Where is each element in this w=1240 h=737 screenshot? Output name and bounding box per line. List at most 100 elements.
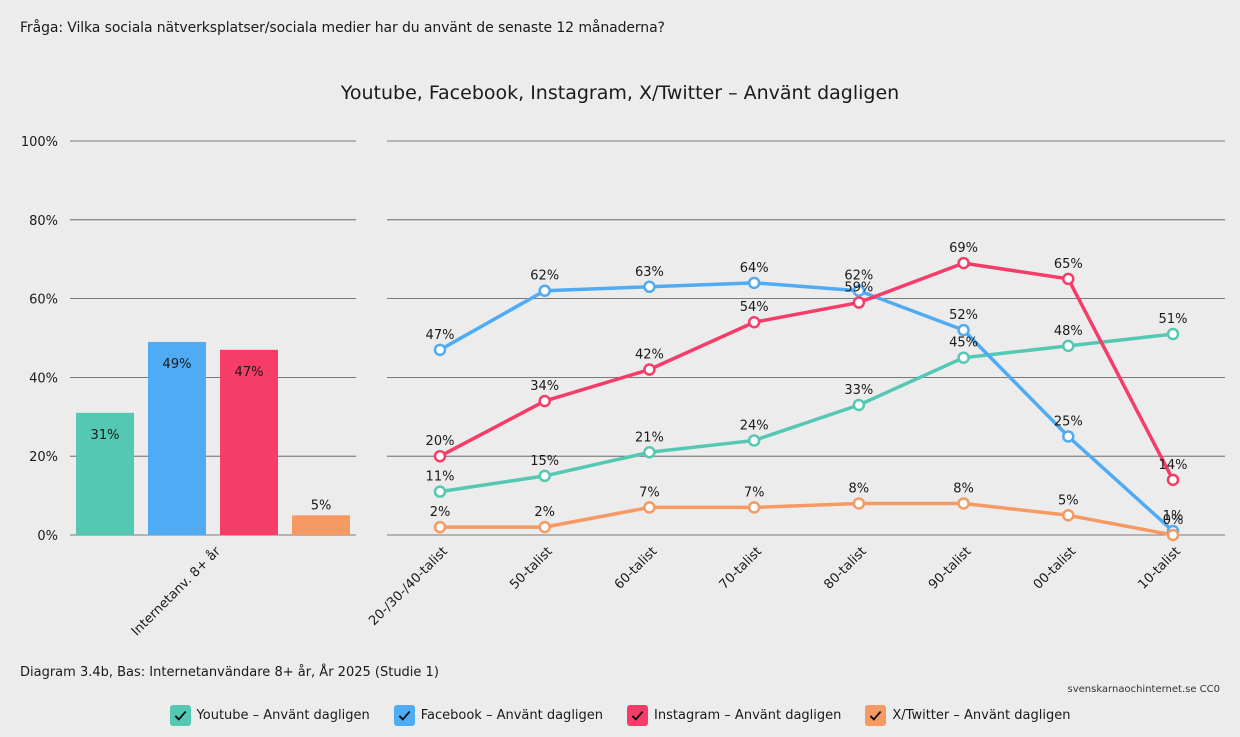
series-2-point [643,280,656,294]
x-tick-label: 50-talist [507,544,555,592]
point-data-label: 54% [740,300,769,315]
point-data-label: 48% [1054,324,1083,339]
point-data-label: 69% [949,241,978,256]
bar-3 [220,349,278,535]
chart-area: 0% 20% 40% 60% 80% 100% 31% 49% 47% 5% Internetanv… [21,135,1225,639]
series-2-point [538,284,551,297]
youtube-check-icon[interactable] [169,705,191,726]
legend-label-youtube: Youtube – Använt dagligen [196,708,370,723]
series-1-point [957,351,970,364]
point-data-label: 2% [430,505,451,520]
series-3-point [538,394,551,408]
bar-2 [148,341,206,535]
series-3-point [643,363,656,376]
legend-item-facebook[interactable]: Facebook – Använt dagligen [393,705,604,726]
series-4-point [1062,509,1075,522]
series-1-point [852,398,866,412]
legend-item-twitter[interactable]: X/Twitter – Använt dagligen [865,705,1070,726]
point-data-label: 34% [530,379,559,394]
point-data-label: 45% [949,336,978,351]
point-data-label: 52% [949,308,978,323]
y-tick-label: 0% [37,529,58,544]
point-data-label: 20% [426,434,455,449]
bar-data-label: 31% [91,428,120,443]
point-data-label: 42% [635,348,664,363]
x-tick-label: 20-/30-/40-talist [366,544,451,629]
bar-data-label: 5% [311,498,332,513]
x-tick-label: 60-talist [612,544,660,592]
point-data-label: 65% [1054,257,1083,272]
series-2-point [852,284,866,297]
bar-data-label: 47% [235,365,264,380]
series-2-point [747,276,761,290]
series-1-point [1166,327,1180,341]
point-data-label: 62% [530,269,559,284]
x-tick-label: 80-talist [821,544,869,592]
y-tick-label: 80% [29,214,58,229]
point-data-label: 24% [740,418,769,433]
series-2-point [433,343,447,357]
point-data-label: 2% [534,505,555,520]
point-data-label: 51% [1159,312,1188,327]
legend-label-instagram: Instagram – Använt dagligen [654,708,842,723]
series-4-point [957,497,970,510]
series-3-point [852,296,866,309]
series-3-point [1062,272,1075,286]
point-data-label: 0% [1163,513,1184,528]
y-tick-label: 60% [29,293,58,308]
x-tick-label: 70-talist [717,544,765,592]
bar-1 [76,412,134,535]
source-credit: svenskarnaochinternet.se CC0 [1067,684,1220,695]
point-data-label: 47% [426,328,455,343]
series-4-point [747,501,761,514]
legend: Youtube – Använt dagligen Facebook – Anv… [0,705,1240,726]
point-data-label: 21% [635,430,664,445]
series-4-point [643,501,656,514]
legend-label-facebook: Facebook – Använt dagligen [420,708,604,723]
series-4-point [538,520,551,534]
point-data-label: 25% [1054,415,1083,430]
point-data-label: 14% [1159,458,1188,473]
series-2-point [957,323,970,337]
series-1-point [643,446,656,459]
point-data-label: 11% [426,470,455,485]
series-1-point [747,434,761,447]
point-data-label: 7% [744,485,765,500]
bar-4 [292,515,350,535]
instagram-check-icon[interactable] [627,705,649,726]
x-tick-label: Internetanv. 8+ år [129,544,224,639]
series-1-point [433,485,447,498]
point-data-label: 33% [844,383,873,398]
point-data-label: 8% [849,481,870,496]
point-data-label: 8% [953,481,974,496]
point-data-label: 64% [740,261,769,276]
point-data-label: 15% [530,454,559,469]
x-tick-label: 90-talist [926,544,974,592]
y-tick-label: 100% [21,135,58,150]
question-text: Fråga: Vilka sociala nätverksplatser/soc… [20,20,665,36]
point-data-label: 5% [1058,493,1079,508]
series-line-3 [439,261,1175,481]
series-2-point [1062,430,1075,443]
legend-item-instagram[interactable]: Instagram – Använt dagligen [627,705,841,726]
legend-item-youtube[interactable]: Youtube – Använt dagligen [169,705,370,726]
series-3-point [957,256,970,270]
series-4-point [1166,528,1180,542]
twitter-check-icon[interactable] [865,705,887,726]
series-line-4 [440,501,1174,537]
x-tick-label: 00-talist [1031,544,1079,592]
facebook-check-icon[interactable] [393,705,415,726]
point-data-label: 63% [635,265,664,280]
series-3-point [747,315,761,329]
footnote: Diagram 3.4b, Bas: Internetanvändare 8+ … [20,665,439,680]
series-4-point [852,497,866,510]
point-data-label: 59% [844,281,873,296]
chart-title: Youtube, Facebook, Instagram, X/Twitter … [340,82,900,104]
x-tick-label: 10-talist [1135,544,1183,592]
series-line-1 [439,332,1174,494]
y-tick-label: 40% [29,371,58,386]
point-data-label: 62% [844,269,873,284]
series-3-point [433,449,447,463]
y-tick-label: 20% [29,450,58,465]
series-1-point [538,469,551,483]
